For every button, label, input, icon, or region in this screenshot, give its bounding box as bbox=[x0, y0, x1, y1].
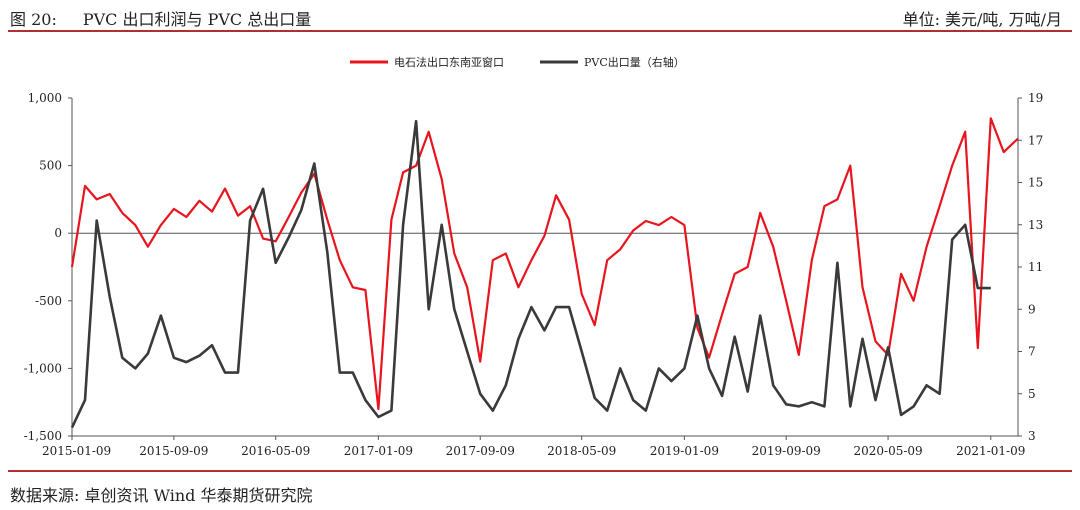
chart-series bbox=[70, 117, 1019, 429]
chart-legend: 电石法出口东南亚窗口 PVC出口量（右轴） bbox=[350, 55, 685, 69]
x-tick-label: 2018-05-09 bbox=[547, 444, 616, 458]
figure-header: 图 20: PVC 出口利润与 PVC 总出口量 单位: 美元/吨, 万吨/月 bbox=[0, 0, 1080, 34]
data-source: 数据来源: 卓创资讯 Wind 华泰期货研究院 bbox=[10, 486, 313, 505]
header-rule bbox=[8, 30, 1072, 32]
series-line-export-window bbox=[70, 117, 1019, 411]
y-right-tick-label: 17 bbox=[1028, 133, 1043, 147]
x-tick-label: 2019-09-09 bbox=[752, 444, 821, 458]
chart-axes: -1,500 -1,000 -500 0 500 1,000 3 5 7 9 11 13 15 17 19 2… bbox=[24, 91, 1044, 458]
x-tick-label: 2015-09-09 bbox=[139, 444, 208, 458]
y-left-tick-label: -1,000 bbox=[24, 361, 62, 375]
series-line-export-volume bbox=[70, 119, 991, 429]
y-right-tick-label: 15 bbox=[1028, 176, 1043, 190]
y-right-tick-label: 3 bbox=[1028, 429, 1036, 443]
figure-title: PVC 出口利润与 PVC 总出口量 bbox=[82, 10, 312, 29]
y-left-tick-label: 0 bbox=[54, 226, 62, 240]
x-tick-label: 2019-01-09 bbox=[650, 444, 719, 458]
figure-label: 图 20: bbox=[10, 10, 57, 29]
y-left-tick-label: -1,500 bbox=[24, 429, 62, 443]
y-right-tick-label: 13 bbox=[1028, 218, 1043, 232]
footer-rule bbox=[8, 470, 1072, 472]
y-right-tick-label: 5 bbox=[1028, 387, 1036, 401]
x-tick-label: 2017-01-09 bbox=[344, 444, 413, 458]
y-left-tick-label: 500 bbox=[39, 159, 62, 173]
x-tick-label: 2020-05-09 bbox=[853, 444, 922, 458]
figure-unit: 单位: 美元/吨, 万吨/月 bbox=[902, 10, 1062, 29]
y-right-tick-label: 19 bbox=[1028, 91, 1043, 105]
y-right-tick-label: 7 bbox=[1028, 345, 1036, 359]
chart: -1,500 -1,000 -500 0 500 1,000 3 5 7 9 11 13 15 17 19 2… bbox=[24, 55, 1044, 458]
y-left-tick-label: 1,000 bbox=[28, 91, 62, 105]
legend-label: 电石法出口东南亚窗口 bbox=[394, 55, 504, 69]
legend-label: PVC出口量（右轴） bbox=[584, 55, 685, 69]
figure-title-line: 图 20: PVC 出口利润与 PVC 总出口量 bbox=[10, 6, 311, 30]
y-left-tick-label: -500 bbox=[35, 294, 62, 308]
x-tick-label: 2021-01-09 bbox=[956, 444, 1025, 458]
x-tick-label: 2015-01-09 bbox=[42, 444, 111, 458]
x-tick-label: 2016-05-09 bbox=[241, 444, 310, 458]
x-tick-label: 2017-09-09 bbox=[446, 444, 515, 458]
y-right-tick-label: 11 bbox=[1028, 260, 1043, 274]
y-right-tick-label: 9 bbox=[1028, 302, 1036, 316]
